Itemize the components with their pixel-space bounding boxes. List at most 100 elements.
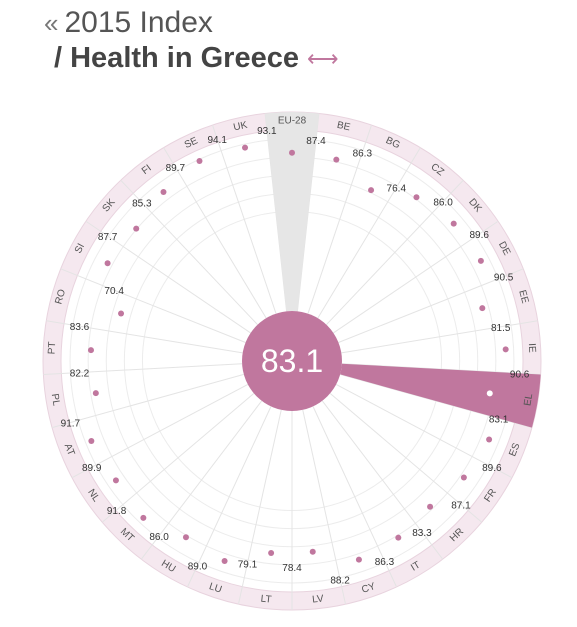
category-label-cy: CY <box>360 581 377 596</box>
point-be <box>333 156 340 163</box>
grid-spoke-2 <box>307 124 372 314</box>
value-label-el: 83.1 <box>489 414 509 425</box>
value-label-nl: 89.9 <box>82 463 102 474</box>
value-label-ee: 81.5 <box>491 323 511 334</box>
grid-spoke-26 <box>120 179 258 326</box>
point-dk <box>450 220 457 227</box>
point-hr <box>427 503 434 510</box>
category-label-at: AT <box>62 442 77 457</box>
back-link[interactable]: «2015 Index <box>44 6 213 40</box>
point-cy <box>355 556 362 563</box>
center-value: 83.1 <box>261 343 323 379</box>
center-circle <box>242 311 342 411</box>
sector-el <box>340 363 541 428</box>
value-label-be: 86.3 <box>353 148 373 159</box>
grid-spoke-22 <box>43 363 243 375</box>
value-label-ro: 70.4 <box>104 286 124 297</box>
value-label-es: 89.6 <box>482 463 502 474</box>
grid-spoke-3 <box>317 147 421 319</box>
point-lu <box>221 558 228 565</box>
point-eu-28 <box>289 149 295 156</box>
value-label-bg: 76.4 <box>387 184 407 195</box>
point-fr <box>460 474 467 481</box>
grid-spoke-12 <box>321 400 444 560</box>
point-pt <box>87 347 94 354</box>
grid-spoke-28 <box>212 124 277 314</box>
value-label-pl: 82.2 <box>70 369 90 380</box>
value-label-fi: 89.7 <box>166 163 186 174</box>
value-label-lv: 78.4 <box>282 563 302 574</box>
category-label-eu-28: EU-28 <box>278 116 307 127</box>
point-lt <box>268 550 275 557</box>
point-ee <box>479 305 486 312</box>
value-label-hu: 86.0 <box>149 532 169 543</box>
category-label-pl: PL <box>49 393 62 407</box>
value-label-lt: 79.1 <box>238 559 258 570</box>
value-label-it: 86.3 <box>375 557 395 568</box>
value-label-uk: 93.1 <box>257 126 277 137</box>
value-label-se: 94.1 <box>207 135 227 146</box>
category-label-lu: LU <box>208 581 224 596</box>
value-label-si: 87.7 <box>98 232 118 243</box>
category-label-lt: LT <box>260 594 272 606</box>
center-badge: 83.1 <box>242 311 342 411</box>
point-at <box>88 437 95 444</box>
sector-eu-28 <box>265 111 319 312</box>
value-label-fr: 87.1 <box>451 500 471 511</box>
swap-arrows-icon[interactable]: ⟷ <box>307 46 339 72</box>
point-sk <box>133 225 140 232</box>
value-label-hr: 83.3 <box>412 528 432 539</box>
value-label-cy: 88.2 <box>330 575 350 586</box>
point-el <box>486 390 493 397</box>
point-ro <box>118 310 125 317</box>
category-label-uk: UK <box>232 120 248 134</box>
value-label-de: 90.5 <box>494 273 514 284</box>
page-title: / Health in Greece ⟷ <box>54 42 339 75</box>
grid-spoke-23 <box>46 320 243 354</box>
value-label-pt: 83.6 <box>70 322 90 333</box>
grid-spoke-6 <box>338 268 524 343</box>
category-label-ee: EE <box>516 289 530 305</box>
value-label-sk: 85.3 <box>132 198 152 209</box>
grid-spoke-27 <box>163 147 267 319</box>
point-fi <box>160 188 167 195</box>
grid-spoke-5 <box>333 220 499 334</box>
point-pl <box>92 390 99 397</box>
data-marks <box>87 144 509 565</box>
grid-spoke-24 <box>60 268 246 343</box>
grid-spoke-21 <box>51 373 244 429</box>
point-uk <box>242 144 249 151</box>
grid-spoke-17 <box>186 406 272 588</box>
point-mt <box>140 514 147 521</box>
category-label-ie: IE <box>526 343 538 353</box>
category-label-es: ES <box>507 441 522 458</box>
point-si <box>104 260 111 267</box>
grid-spoke-13 <box>312 406 398 588</box>
point-ie <box>502 346 509 353</box>
grid-spoke-7 <box>341 320 538 354</box>
grid-spoke-25 <box>85 220 251 334</box>
grid-spoke-16 <box>237 409 282 605</box>
category-label-lv: LV <box>312 593 325 605</box>
category-label-pt: PT <box>47 341 59 354</box>
grid-spoke-14 <box>302 409 347 605</box>
grid-spoke-20 <box>71 383 249 479</box>
point-se <box>196 158 203 165</box>
grid-spoke-11 <box>329 392 483 523</box>
value-label-cz: 86.0 <box>433 198 453 209</box>
value-label-mt: 91.8 <box>107 506 127 517</box>
back-arrow-icon: « <box>44 8 59 38</box>
value-label-at: 91.7 <box>61 419 81 430</box>
value-label-eu-28: 87.4 <box>306 136 326 147</box>
grid-spoke-4 <box>326 179 464 326</box>
point-bg <box>368 187 375 194</box>
highlight-sectors <box>265 111 541 428</box>
value-label-lu: 89.0 <box>188 561 208 572</box>
value-label-ie: 90.6 <box>510 369 530 380</box>
grid-spoke-18 <box>140 400 263 560</box>
point-es <box>486 436 493 443</box>
category-label-be: BE <box>336 120 352 134</box>
point-de <box>477 257 484 264</box>
grid-spoke-19 <box>101 392 255 523</box>
